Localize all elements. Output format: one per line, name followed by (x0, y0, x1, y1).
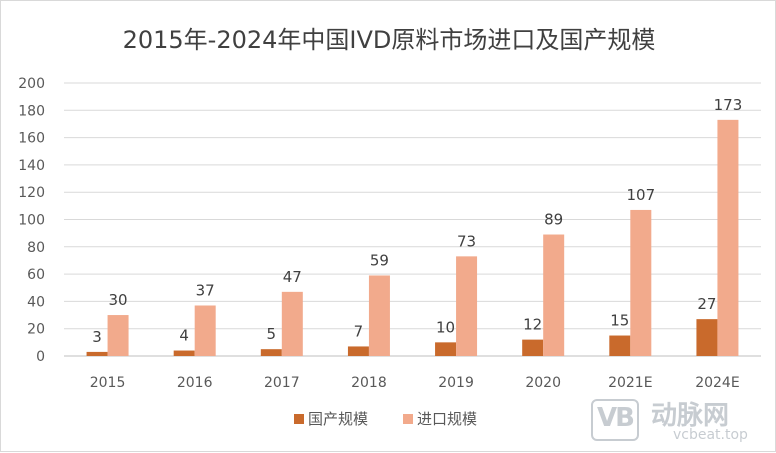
x-tick-label: 2021E (608, 375, 652, 391)
y-tick-label: 0 (36, 349, 45, 365)
data-label: 107 (626, 186, 655, 204)
y-tick-label: 180 (18, 103, 45, 119)
data-label: 173 (714, 96, 743, 114)
data-label: 73 (457, 232, 476, 250)
bar-import (107, 315, 129, 356)
x-tick-label: 2016 (177, 375, 213, 391)
bar-import (194, 305, 216, 356)
legend-label: 国产规模 (308, 410, 368, 428)
watermark-logo-text: VB (597, 403, 635, 433)
watermark-site: vcbeat.top (673, 427, 748, 443)
x-tick-label: 2019 (438, 375, 474, 391)
bar-domestic (696, 319, 718, 356)
x-tick-label: 2017 (264, 375, 300, 391)
legend-label: 进口规模 (417, 410, 477, 428)
y-tick-label: 160 (18, 131, 45, 147)
y-tick-label: 20 (27, 322, 45, 338)
vb-logo-icon (591, 399, 639, 441)
data-label: 89 (544, 211, 563, 229)
x-tick-label: 2015 (90, 375, 126, 391)
bar-domestic (260, 349, 282, 356)
legend-swatch (294, 414, 304, 424)
y-tick-label: 100 (18, 213, 45, 229)
data-label: 30 (109, 291, 128, 309)
y-tick-label: 80 (27, 240, 45, 256)
data-label: 4 (179, 327, 189, 345)
x-tick-label: 2024E (695, 375, 739, 391)
data-label: 37 (196, 281, 215, 299)
y-tick-label: 120 (18, 185, 45, 201)
bar-domestic (522, 339, 544, 356)
bar-domestic (347, 346, 369, 356)
data-label: 3 (92, 328, 102, 346)
gridlines (64, 82, 761, 357)
data-labels: 3 30 4 37 5 47 7 59 10 73 12 89 15 107 27 173 (92, 96, 742, 346)
y-tick-label: 60 (27, 267, 45, 283)
watermark: VB 动脉网 vcbeat.top (591, 393, 771, 449)
bar-domestic (86, 351, 108, 356)
bar-import (456, 256, 478, 356)
bar-domestic (173, 350, 195, 356)
bar-import (281, 291, 303, 356)
bar-import (368, 275, 390, 356)
data-label: 5 (267, 325, 277, 343)
legend: 国产规模 进口规模 (294, 410, 477, 428)
data-label: 27 (697, 295, 716, 313)
data-label: 15 (610, 312, 629, 330)
bar-domestic (609, 335, 631, 356)
data-label: 7 (354, 322, 364, 340)
y-tick-label: 200 (18, 76, 45, 92)
legend-swatch (403, 414, 413, 424)
bar-import (543, 234, 565, 356)
data-label: 10 (436, 318, 455, 336)
x-axis-ticks: 2015 2016 2017 2018 2019 2020 2021E 2024E (90, 375, 740, 391)
x-tick-label: 2018 (351, 375, 387, 391)
data-label: 12 (523, 316, 542, 334)
bar-import (717, 119, 739, 356)
bar-import (630, 209, 652, 356)
chart-title: 2015年-2024年中国IVD原料市场进口及国产规模 (123, 26, 656, 54)
x-tick-label: 2020 (525, 375, 561, 391)
y-axis-ticks: 0 20 40 60 80 100 120 140 160 180 200 (18, 76, 45, 365)
data-label: 47 (283, 268, 302, 286)
bars (86, 119, 739, 356)
bar-domestic (435, 342, 457, 356)
y-tick-label: 40 (27, 294, 45, 310)
data-label: 59 (370, 251, 389, 269)
watermark-brand: 动脉网 (651, 401, 730, 431)
y-tick-label: 140 (18, 158, 45, 174)
